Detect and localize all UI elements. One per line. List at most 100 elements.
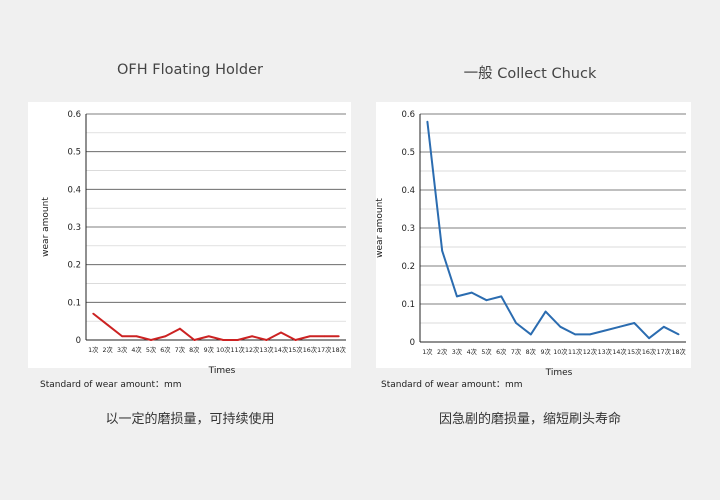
y-tick-label: 0.6 <box>67 110 81 120</box>
y-tick-label: 0.3 <box>401 224 415 234</box>
data-point <box>135 335 138 338</box>
data-point <box>222 339 225 341</box>
data-point <box>470 291 473 294</box>
data-point <box>485 299 488 302</box>
y-tick-label: 0.3 <box>67 223 81 233</box>
y-tick-label: 0 <box>410 338 415 348</box>
x-tick-label: 12次 <box>245 345 260 354</box>
y-tick-label: 0.4 <box>67 185 81 195</box>
plot-area: 0 0.1 0.2 0.3 0.4 0.5 0.6 1次 2次 3次 4次 5次 6次 7次 8次 9次 10次… <box>28 102 351 376</box>
x-tick-label: 6次 <box>160 345 171 354</box>
y-tick-label: 0.1 <box>401 300 415 310</box>
data-point <box>574 333 577 336</box>
data-point <box>294 339 297 341</box>
y-tick-label: 0.5 <box>67 148 81 158</box>
data-point <box>500 295 503 298</box>
x-axis-label: Times <box>545 368 573 378</box>
data-point <box>236 339 239 341</box>
x-tick-label: 11次 <box>568 347 583 356</box>
x-tick-label: 1次 <box>88 345 99 354</box>
chart-caption: 因急剧的磨损量，缩短刷头寿命 <box>438 412 621 427</box>
data-point <box>323 335 326 338</box>
x-tick-label: 11次 <box>231 345 246 354</box>
x-tick-label: 3次 <box>117 345 128 354</box>
data-point <box>633 322 636 324</box>
x-tick-label: 4次 <box>131 345 142 354</box>
x-tick-label: 5次 <box>481 347 492 356</box>
x-tick-label: 2次 <box>103 345 114 354</box>
x-tick-label: 9次 <box>204 345 215 354</box>
x-tick-label: 7次 <box>511 347 522 356</box>
line-chart-ofh: 0 0.1 0.2 0.3 0.4 0.5 0.6 1次 2次 3次 4次 5次 6次 7次 8次 9次 10次… <box>41 110 347 376</box>
x-tick-label: 8次 <box>189 345 200 354</box>
y-tick-label: 0.2 <box>67 261 81 271</box>
x-tick-label: 3次 <box>452 347 463 356</box>
data-point <box>280 331 282 334</box>
chart-title: 一般 Collect Chuck <box>463 66 597 82</box>
y-tick-label: 0.4 <box>401 186 415 196</box>
x-tick-label: 10次 <box>216 345 231 354</box>
data-point <box>515 322 517 324</box>
data-point <box>308 335 311 338</box>
x-tick-label: 2次 <box>437 347 448 356</box>
x-tick-label: 15次 <box>288 345 303 354</box>
data-point <box>150 339 152 341</box>
data-point <box>589 333 591 336</box>
data-point <box>677 333 680 336</box>
y-tick-label: 0.6 <box>401 110 415 120</box>
x-tick-label: 18次 <box>332 345 347 354</box>
x-tick-label: 14次 <box>612 347 627 356</box>
unit-note: Standard of wear amount：mm <box>381 380 523 390</box>
data-point <box>441 249 444 252</box>
x-tick-label: 4次 <box>467 347 478 356</box>
data-point <box>207 335 210 338</box>
chart-panel-ofh: OFH Floating Holder 0 0.1 0.2 0.3 0.4 0.5 0.6 1… <box>20 0 360 500</box>
unit-note: Standard of wear amount：mm <box>40 380 182 390</box>
x-tick-label: 14次 <box>274 345 289 354</box>
data-point <box>603 329 606 332</box>
x-tick-label: 17次 <box>657 347 672 356</box>
data-point <box>251 335 254 338</box>
series-line <box>92 312 339 341</box>
data-point <box>106 324 109 326</box>
y-tick-label: 0.5 <box>401 148 415 158</box>
y-tick-label: 0.1 <box>67 298 81 308</box>
data-point <box>121 335 124 338</box>
x-tick-label: 15次 <box>627 347 642 356</box>
x-tick-label: 18次 <box>671 347 686 356</box>
x-tick-label: 8次 <box>526 347 537 356</box>
x-tick-label: 13次 <box>598 347 613 356</box>
y-tick-label: 0.2 <box>401 262 415 272</box>
x-axis-label: Times <box>208 366 236 376</box>
data-point <box>265 339 268 341</box>
x-tick-label: 5次 <box>146 345 157 354</box>
chart-panel-collect-chuck: 一般 Collect Chuck 0 0.1 0.2 0.3 0.4 0.5 0.6 1次 2次… <box>360 0 700 500</box>
data-point <box>559 325 562 328</box>
data-point <box>529 333 532 336</box>
series-line <box>426 121 680 340</box>
y-axis-label: wear amount <box>375 198 385 258</box>
data-point <box>662 325 665 328</box>
x-tick-label: 7次 <box>175 345 186 354</box>
chart-title: OFH Floating Holder <box>117 62 263 78</box>
line-chart-collect-chuck: 0 0.1 0.2 0.3 0.4 0.5 0.6 1次 2次 3次 4次 5次 6次 7次 8次 9次 10次… <box>375 110 686 378</box>
data-point <box>426 120 429 123</box>
x-tick-label: 1次 <box>422 347 433 356</box>
x-tick-label: 16次 <box>642 347 657 356</box>
chart-caption: 以一定的磨损量，可持续使用 <box>105 412 275 427</box>
x-tick-label: 13次 <box>259 345 274 354</box>
x-tick-label: 16次 <box>303 345 318 354</box>
plot-area: 0 0.1 0.2 0.3 0.4 0.5 0.6 1次 2次 3次 4次 5次 6次 7次 8次 9次 10次… <box>375 102 691 378</box>
data-point <box>92 312 95 315</box>
data-point <box>456 295 458 298</box>
data-point <box>648 337 650 340</box>
data-point <box>178 327 181 330</box>
y-tick-label: 0 <box>76 336 81 346</box>
y-axis-label: wear amount <box>41 197 51 257</box>
x-tick-label: 6次 <box>496 347 507 356</box>
x-tick-label: 12次 <box>583 347 598 356</box>
data-point <box>193 339 196 341</box>
x-tick-label: 17次 <box>317 345 332 354</box>
data-point <box>164 335 167 338</box>
data-point <box>544 310 547 313</box>
